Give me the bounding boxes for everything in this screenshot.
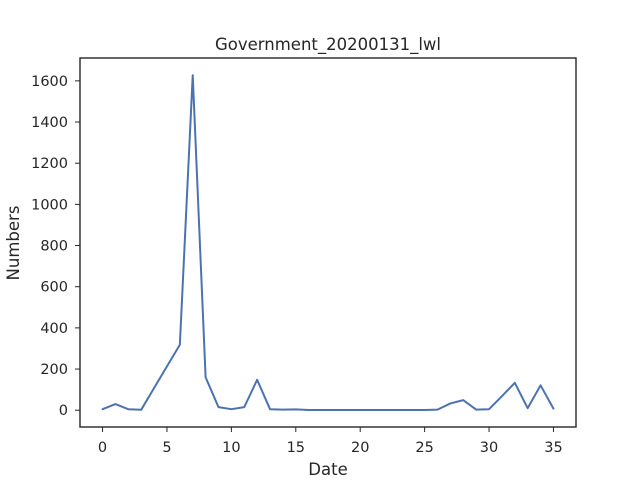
y-tick-label: 400 [40, 321, 68, 337]
y-tick-label: 1200 [31, 156, 68, 172]
y-tick-label: 1600 [31, 74, 68, 90]
y-tick-label: 600 [40, 280, 68, 296]
x-tick-label: 0 [98, 440, 107, 456]
y-tick-label: 800 [40, 239, 68, 255]
plot-frame [79, 57, 577, 428]
y-tick-label: 1000 [31, 197, 68, 213]
y-axis: 0 200 400 600 800 1000 1200 1400 1600 [31, 74, 80, 419]
x-tick-label: 15 [287, 440, 305, 456]
x-tick-label: 30 [480, 440, 498, 456]
plot-area [101, 74, 555, 412]
chart-title: Government_20200131_lwl [215, 35, 441, 55]
y-tick-label: 200 [40, 362, 68, 378]
y-axis-label: Numbers [4, 206, 23, 281]
x-tick-label: 25 [415, 440, 433, 456]
y-tick-label: 1400 [31, 115, 68, 131]
x-tick-label: 20 [351, 440, 369, 456]
x-tick-label: 10 [222, 440, 240, 456]
x-axis: 0 5 10 15 20 25 30 35 [98, 427, 563, 456]
x-tick-label: 35 [544, 440, 562, 456]
series-line [101, 74, 555, 412]
x-tick-label: 5 [162, 440, 171, 456]
x-axis-label: Date [308, 460, 347, 479]
y-tick-label: 0 [59, 403, 68, 419]
